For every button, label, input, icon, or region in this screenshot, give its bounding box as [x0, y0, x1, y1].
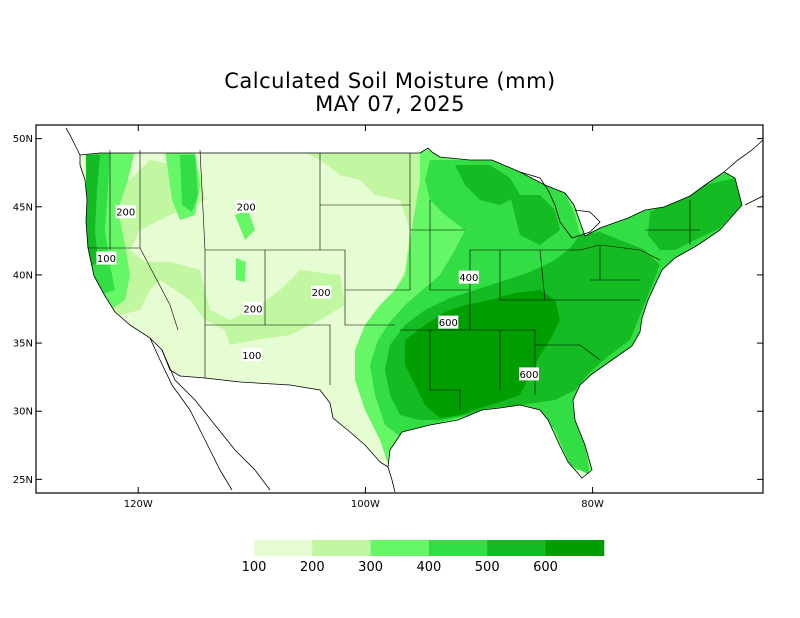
contour-label-bg — [96, 251, 117, 265]
map-title: Calculated Soil Moisture (mm) MAY 07, 20… — [0, 70, 780, 116]
legend-label: 300 — [358, 560, 383, 575]
lat-tick-label: 35N — [13, 339, 33, 350]
contour-label: 600 — [438, 315, 459, 329]
contour-label: 600 — [518, 367, 539, 381]
contour-label: 400 — [458, 270, 479, 284]
contour-label-text: 100 — [97, 254, 116, 265]
contour-label-text: 600 — [439, 318, 458, 329]
legend-swatch — [545, 540, 605, 556]
legend-label: 600 — [533, 560, 558, 575]
state-lines — [88, 149, 700, 410]
canada-east-coast — [723, 139, 764, 173]
lat-tick-label: 40N — [13, 270, 33, 281]
contour-label: 200 — [115, 205, 136, 219]
lat-tick-label: 25N — [13, 475, 33, 486]
contour-label-bg — [518, 367, 539, 381]
canada-coast — [65, 127, 81, 156]
legend-swatch — [370, 540, 430, 556]
mexico-coast — [161, 349, 271, 491]
contour-label-bg — [242, 302, 263, 315]
contour-label-bg — [458, 270, 479, 284]
contour-label: 100 — [241, 348, 262, 362]
legend-label: 100 — [242, 560, 267, 575]
contour-label-bg — [236, 199, 257, 213]
lon-tick-label: 100W — [351, 499, 380, 510]
legend-swatch — [254, 540, 313, 556]
baja-coast — [149, 337, 233, 491]
legend: 100 200 300 400 500 600 — [242, 540, 605, 575]
great-lakes-outline — [519, 171, 601, 239]
contour-label: 200 — [311, 285, 332, 299]
tick-labels: 120W 100W 80W 50N 45N 40N 35N 30N 25N — [13, 134, 604, 510]
contour-label: 200 — [242, 302, 263, 316]
nova-scotia — [744, 195, 764, 206]
lon-tick-label: 80W — [581, 499, 604, 510]
contour-label-bg — [438, 315, 459, 329]
contour-label-text: 100 — [242, 351, 261, 362]
lat-tick-label: 45N — [13, 202, 33, 213]
contour-label: 200 — [236, 199, 257, 213]
contour-label-bg — [311, 285, 332, 299]
legend-swatch — [487, 540, 546, 556]
contour-label: 100 — [96, 251, 117, 265]
contour-labels: 200 200 100 200 200 100 400 600 600 — [96, 199, 539, 381]
lat-tick-label: 30N — [13, 407, 33, 418]
legend-swatch — [312, 540, 372, 556]
contour-label-text: 600 — [519, 370, 538, 381]
legend-label: 500 — [475, 560, 500, 575]
contour-label-text: 200 — [243, 305, 262, 316]
contour-label-text: 200 — [116, 208, 135, 219]
legend-swatch — [428, 540, 488, 556]
title-line-1: Calculated Soil Moisture (mm) — [224, 69, 556, 93]
legend-label: 200 — [300, 560, 325, 575]
contour-label-text: 200 — [237, 202, 256, 213]
tick-marks — [36, 125, 763, 493]
contour-label-text: 400 — [459, 273, 478, 284]
lon-tick-label: 120W — [124, 499, 153, 510]
contour-label-bg — [115, 205, 136, 219]
map-outlines — [65, 127, 764, 493]
lat-tick-label: 50N — [13, 134, 33, 145]
contour-label-bg — [241, 348, 262, 362]
band-500 — [86, 155, 742, 420]
contour-label-text: 200 — [312, 288, 331, 299]
gulf-mexico-coast — [387, 466, 396, 493]
title-line-2: MAY 07, 2025 — [315, 92, 465, 116]
legend-label: 400 — [416, 560, 441, 575]
